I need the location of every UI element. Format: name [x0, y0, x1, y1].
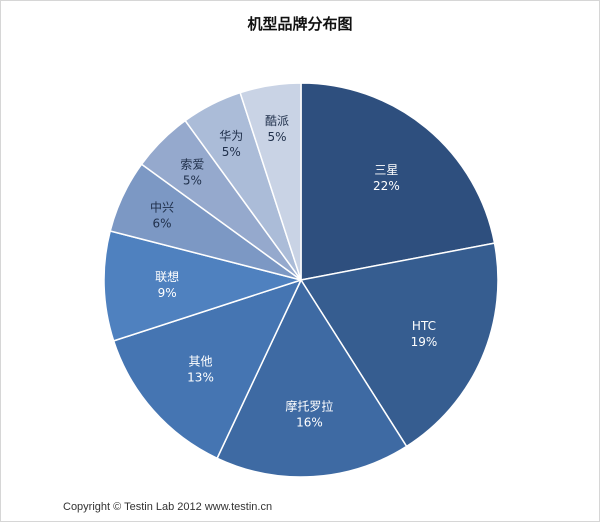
slice-value-2: 16%	[296, 416, 323, 430]
slice-value-8: 5%	[267, 130, 286, 144]
pie-slice-2	[216, 278, 408, 478]
pie-slice-0	[300, 82, 496, 281]
slice-value-1: 19%	[411, 335, 438, 349]
slice-value-3: 13%	[187, 371, 214, 385]
slice-label-5: 中兴	[150, 200, 174, 215]
pie-slice-3	[112, 278, 303, 460]
slice-value-4: 9%	[158, 286, 177, 300]
pie-chart: 三星 22% HTC 19% 摩托罗拉 16% 其他 13% 联想 9% 中兴 6% 索爱 5% 华为 5% 酷…	[103, 82, 499, 478]
slice-value-6: 5%	[183, 173, 202, 187]
slice-value-5: 6%	[152, 217, 171, 231]
slice-label-0: 三星	[374, 163, 398, 177]
slice-label-3: 其他	[189, 355, 213, 369]
chart-title: 机型品牌分布图	[247, 15, 353, 33]
pie-slice-8	[239, 82, 302, 281]
slice-value-0: 22%	[373, 179, 400, 193]
slice-label-4: 联想	[155, 269, 179, 284]
pie-slice-4	[103, 230, 304, 342]
pie-slice-1	[299, 242, 499, 448]
slice-label-6: 索爱	[180, 157, 204, 171]
slice-label-7: 华为	[219, 129, 243, 143]
copyright-footer: Copyright © Testin Lab 2012 www.testin.c…	[63, 501, 273, 513]
slice-value-7: 5%	[222, 145, 241, 159]
slice-label-1: HTC	[412, 319, 436, 333]
slice-label-8: 酷派	[265, 114, 289, 128]
slice-label-2: 摩托罗拉	[285, 399, 333, 414]
